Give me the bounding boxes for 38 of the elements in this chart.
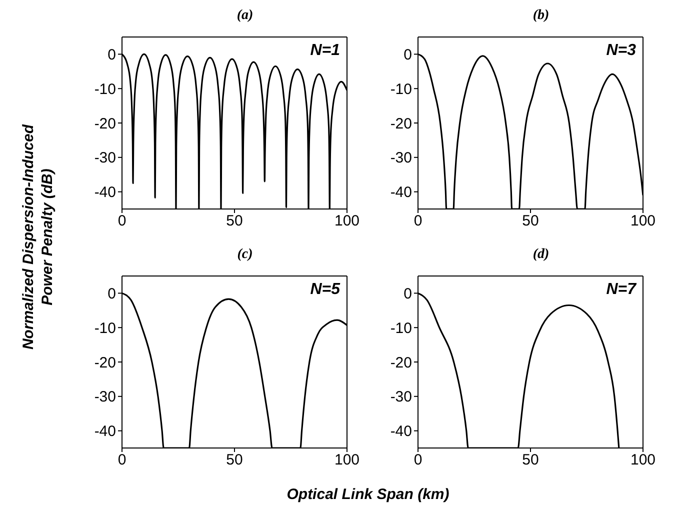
y-tick-label: -30 [94,150,116,167]
y-tick-label: -30 [390,388,412,406]
annotation: N=3 [606,42,636,60]
x-tick-label: 100 [630,212,656,230]
y-tick-label: -40 [390,423,412,440]
annotation: N=5 [310,281,340,299]
y-tick-label: -20 [390,115,412,132]
x-tick-label: 100 [334,452,360,469]
x-tick-label: 50 [226,212,243,230]
y-tick-label: -20 [390,354,412,372]
chart-title: (d) [532,247,550,264]
x-tick-label: 100 [630,452,656,469]
y-axis-title: Normalized Dispersion-Induced Power Penalty (dB) [19,123,57,352]
chart-title: (a) [236,8,254,25]
chart-title: (c) [236,247,254,264]
y-tick-label: -10 [94,80,116,98]
y-tick-label: -10 [94,320,116,337]
y-tick-label: -30 [390,150,412,167]
y-tick-label: -10 [390,320,412,337]
y-tick-label: 0 [108,286,116,303]
y-tick-label: 0 [404,286,412,303]
y-tick-label: -40 [94,423,116,440]
y-tick-label: -40 [94,184,116,202]
annotation: N=1 [310,42,340,60]
y-tick-label: -20 [94,115,116,132]
chart-title: (b) [532,8,550,25]
y-tick-label: -20 [94,354,116,372]
x-tick-label: 100 [334,212,360,230]
annotation: N=7 [606,281,636,299]
x-axis-title: Optical Link Span (km) [286,486,450,503]
y-tick-label: -30 [94,388,116,406]
y-tick-label: 0 [108,46,116,64]
x-tick-label: 50 [522,212,539,230]
y-tick-label: 0 [404,46,412,64]
y-tick-label: -40 [390,184,412,202]
x-tick-label: 50 [226,452,243,469]
x-tick-label: 50 [522,452,539,469]
y-tick-label: -10 [390,80,412,98]
